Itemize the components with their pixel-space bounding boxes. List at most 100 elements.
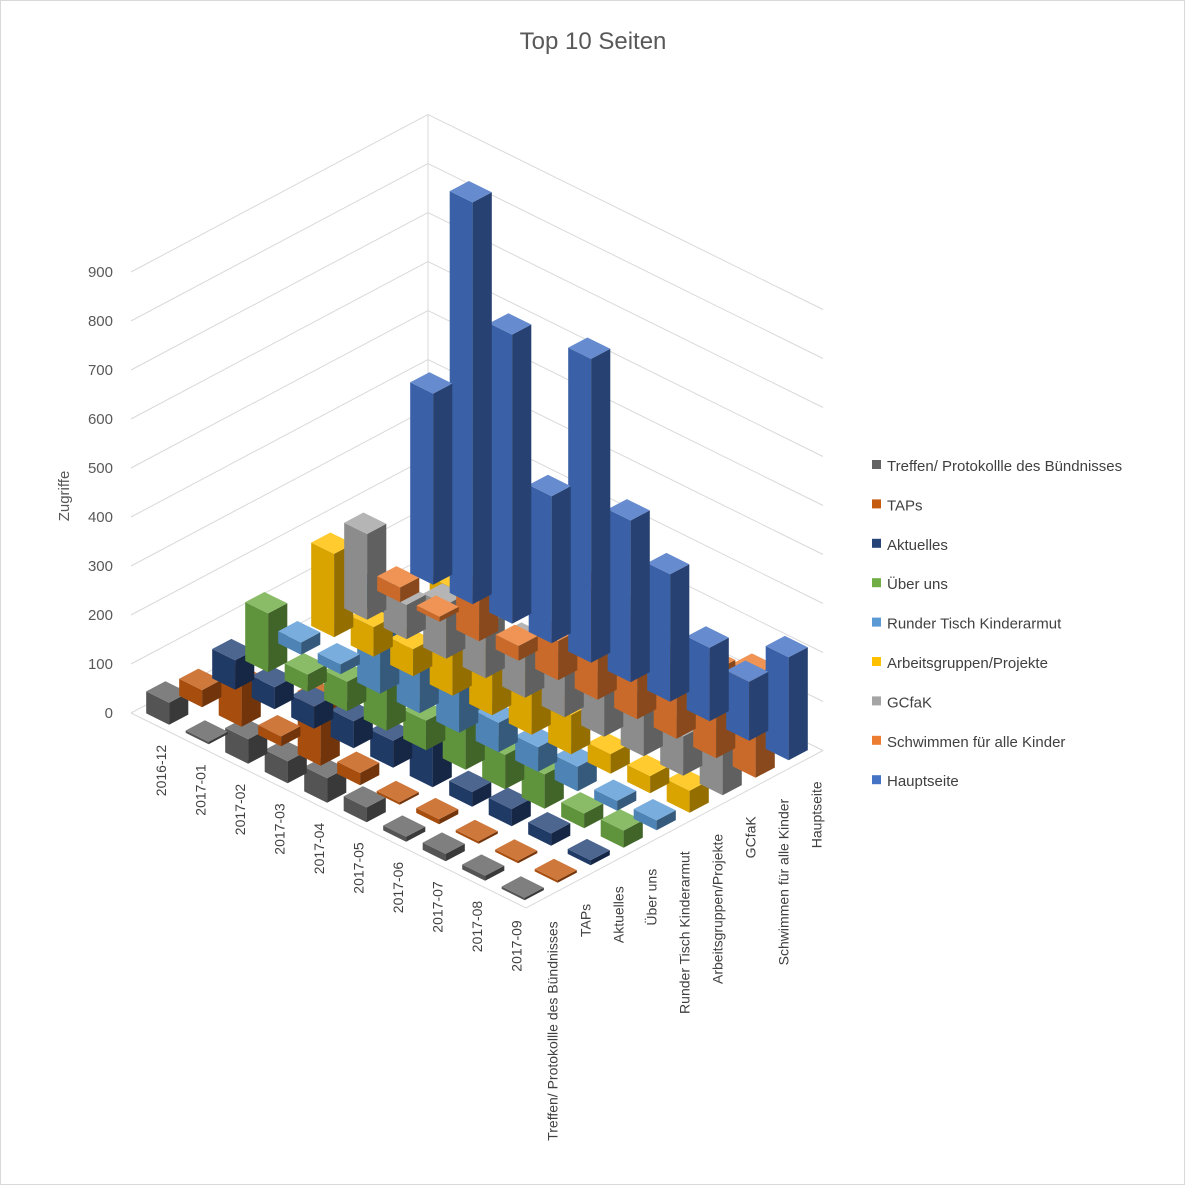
bar-face-top [311,532,354,554]
legend-label: Arbeitsgruppen/Projekte [887,655,1048,672]
legend-label: Treffen/ Protokollle des Bündnisses [887,458,1122,475]
month-label: 2016-12 [153,745,169,797]
bar-face-front [765,646,789,761]
bar-face-top [251,665,294,688]
month-label: 2017-02 [232,784,248,836]
bar-face-front [528,484,552,644]
y-tick-label: 700 [88,362,113,379]
bar-face-top [344,512,387,534]
bar-face-front [686,636,710,722]
bar [495,624,538,661]
bar-face-side [281,726,301,747]
bar-face-top [422,832,465,854]
bar [284,653,327,692]
bar-face-front [515,735,539,772]
bar-face-front [528,822,552,846]
bar-face-side [670,564,690,702]
bar [179,668,222,708]
legend-label: Hauptseite [887,773,959,790]
bar-face-side [248,729,268,764]
bar-face-top [410,372,453,394]
bar-face-front [370,729,394,768]
bar-face-side [709,637,729,722]
y-axis-ticks: 0 100 200 300 400 500 600 700 800 900 [88,264,113,722]
bar-face-top [212,638,255,661]
bar-face-top [528,474,571,497]
bar-face-top [765,635,808,658]
bar-face-side [524,887,544,901]
bar [567,838,610,866]
bar [587,732,630,774]
bar-face-top [488,787,531,810]
legend-item: Arbeitsgruppen/Projekte [872,655,1048,672]
bar-face-front [594,789,618,811]
bar [449,770,492,807]
bar [515,725,558,772]
bar-face-front [278,631,302,655]
bar-face-top [647,552,690,575]
bar-face-side [511,798,531,827]
bar-face-top [732,653,775,675]
bar [765,635,808,761]
bars-layer [146,181,808,901]
bar-face-side [485,865,505,881]
bar-face-top [185,720,228,742]
bar-face-top [258,715,301,737]
series-axis-label: Hauptseite [809,781,825,848]
month-axis-labels: 2016-12 2017-01 2017-02 2017-03 2017-04 2017-… [153,745,524,972]
legend-item: Aktuelles [872,537,948,554]
bar-face-top [568,337,611,359]
bar-face-side [557,870,577,883]
bar-face-top [666,769,709,791]
bar-face-side [472,192,492,605]
bar-face-side [512,324,532,624]
series-axis-label: TAPs [578,904,594,937]
bar-face-front [337,761,361,786]
bar-face-front [561,802,585,829]
bar [495,839,538,864]
y-tick-label: 400 [88,509,113,526]
bar-face-side [591,348,611,663]
bar-face-front [482,743,506,790]
bar-face-side [307,664,327,692]
month-label: 2017-01 [192,764,208,816]
bar-face-front [304,766,328,803]
bar-face-top [686,626,729,648]
bar [627,754,670,794]
bar [462,854,505,881]
legend-item: Treffen/ Protokollle des Bündnisses [872,458,1122,475]
bar-face-side [202,679,222,708]
bar-face-front [607,509,631,683]
legend-label: Aktuelles [887,537,948,554]
y-tick-label: 500 [88,460,113,477]
bar-face-side [518,850,538,864]
bar [291,685,334,729]
bar-face-front [291,695,315,729]
bar [185,720,228,745]
bar-face-front [422,842,446,862]
bar-face-top [726,660,769,682]
bar [600,809,643,848]
bar-face-top [337,751,380,773]
legend-item: Runder Tisch Kinderarmut [872,616,1062,633]
bar [647,552,690,702]
bar [594,779,637,811]
series-axis-label: Runder Tisch Kinderarmut [677,851,693,1014]
bar-face-side [590,850,610,866]
bar-face-side [478,831,498,844]
bar [633,799,676,831]
bar-face-top [489,313,532,335]
bar [726,660,769,741]
bar-face-front [251,675,275,710]
bar-face-top [501,876,544,898]
bar [383,815,426,842]
bar-face-front [647,563,671,702]
bar-face-top [534,858,577,881]
bar-face-front [350,616,374,657]
bar-face-side [518,635,538,661]
legend-swatch [872,735,881,745]
bar-face-top [495,839,538,861]
bar-face-side [406,826,426,842]
bar-face-front [330,710,354,749]
bar-face-top [594,779,637,801]
